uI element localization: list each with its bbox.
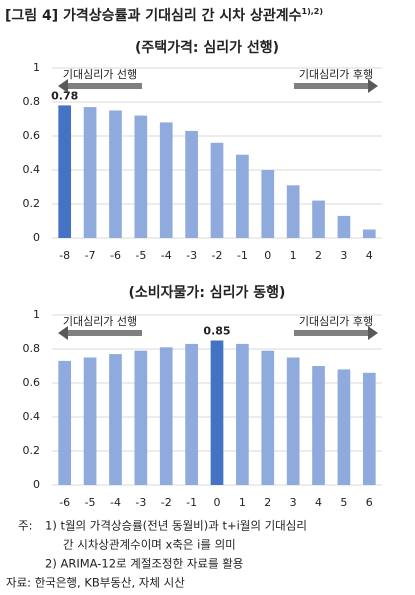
bar: [210, 142, 224, 238]
x-tick-label: 1: [239, 496, 246, 509]
bar: [362, 372, 376, 485]
annotation-arrow-body: [66, 330, 142, 336]
bar: [109, 110, 122, 238]
chart-title: (주택가격: 심리가 선행): [135, 39, 279, 56]
x-tick-label: 2: [264, 496, 271, 509]
bar: [261, 350, 275, 485]
x-tick-label: -2: [212, 249, 223, 262]
x-tick-label: 4: [315, 496, 322, 509]
x-tick-label: -1: [237, 249, 248, 262]
bar: [236, 154, 249, 238]
x-tick-label: 3: [340, 249, 347, 262]
x-tick-label: 4: [366, 249, 373, 262]
x-tick-label: -5: [85, 496, 96, 509]
value-label: 0.78: [51, 89, 78, 102]
bar: [134, 115, 148, 238]
annotation-arrow-head: [58, 79, 68, 93]
annotation-arrow-body: [294, 83, 370, 89]
bar: [210, 340, 224, 485]
bar: [185, 343, 198, 485]
x-tick-label: -2: [161, 496, 172, 509]
bar: [236, 343, 249, 485]
chart-title: (소비자물가: 심리가 동행): [129, 285, 286, 301]
y-tick-label: 0.4: [23, 410, 41, 423]
y-tick-label: 0.6: [23, 376, 41, 389]
annotation-text: 기대심리가 선행: [63, 68, 137, 81]
bar: [159, 122, 173, 238]
y-tick-label: 0.2: [23, 444, 41, 457]
annotation-text: 기대심리가 후행: [299, 68, 373, 81]
title-sup: 1),2): [302, 7, 323, 16]
bar: [58, 360, 72, 485]
x-tick-label: 5: [340, 496, 347, 509]
y-tick-label: 0.4: [23, 163, 41, 176]
x-tick-label: -8: [59, 249, 70, 262]
title-text: [그림 4] 가격상승률과 기대심리 간 시차 상관계수: [5, 7, 302, 24]
x-tick-label: -7: [85, 249, 96, 262]
x-tick-label: 1: [290, 249, 297, 262]
x-tick-label: -4: [161, 249, 172, 262]
annotation-text: 기대심리가 선행: [63, 315, 137, 328]
value-label: 0.85: [203, 325, 230, 338]
source: 자료: 한국은행, KB부동산, 자체 시산: [6, 576, 185, 590]
x-tick-label: -1: [186, 496, 197, 509]
bar: [134, 350, 148, 485]
annotation-arrow-head: [368, 79, 378, 93]
y-tick-label: 1: [33, 308, 40, 321]
annotation-arrow-body: [66, 83, 142, 89]
note: 2) ARIMA-12로 계절조정한 자료를 활용: [45, 557, 243, 571]
x-tick-label: -4: [110, 496, 121, 509]
annotation-text: 기대심리가 후행: [299, 315, 373, 328]
bar: [261, 170, 275, 238]
x-tick-label: -3: [135, 496, 146, 509]
bar: [58, 105, 72, 239]
bar: [286, 357, 300, 485]
x-tick-label: -3: [186, 249, 197, 262]
bar: [159, 347, 173, 485]
y-tick-label: 0.2: [23, 197, 41, 210]
bar: [286, 185, 300, 238]
x-tick-label: 3: [290, 496, 297, 509]
annotation-arrow-head: [368, 326, 378, 340]
x-tick-label: -6: [59, 496, 70, 509]
y-tick-label: 0.6: [23, 129, 41, 142]
bar: [83, 357, 97, 485]
bar: [83, 107, 97, 238]
x-tick-label: 0: [264, 249, 271, 262]
note: 1) t월의 가격상승률(전년 동월비)과 t+i월의 기대심리: [45, 519, 307, 533]
bar: [362, 229, 376, 238]
y-tick-label: 1: [33, 61, 40, 74]
y-tick-label: 0: [33, 231, 40, 244]
y-tick-label: 0: [33, 478, 40, 491]
y-tick-label: 0.8: [23, 342, 41, 355]
figure-title: [그림 4] 가격상승률과 기대심리 간 시차 상관계수1),2): [5, 7, 323, 25]
bar: [312, 366, 325, 485]
x-tick-label: 6: [366, 496, 373, 509]
annotation-arrow-head: [58, 326, 68, 340]
x-tick-label: 0: [214, 496, 221, 509]
annotation-arrow-body: [294, 330, 370, 336]
bar: [337, 215, 351, 238]
bar: [337, 369, 351, 485]
note: 간 시차상관계수이며 x축은 i를 의미: [63, 538, 236, 552]
x-tick-label: 2: [315, 249, 322, 262]
bar: [312, 200, 325, 238]
bar: [185, 130, 198, 238]
note-label: 주:: [18, 519, 32, 533]
y-tick-label: 0.8: [23, 95, 41, 108]
bar: [109, 354, 122, 485]
x-tick-label: -6: [110, 249, 121, 262]
x-tick-label: -5: [135, 249, 146, 262]
